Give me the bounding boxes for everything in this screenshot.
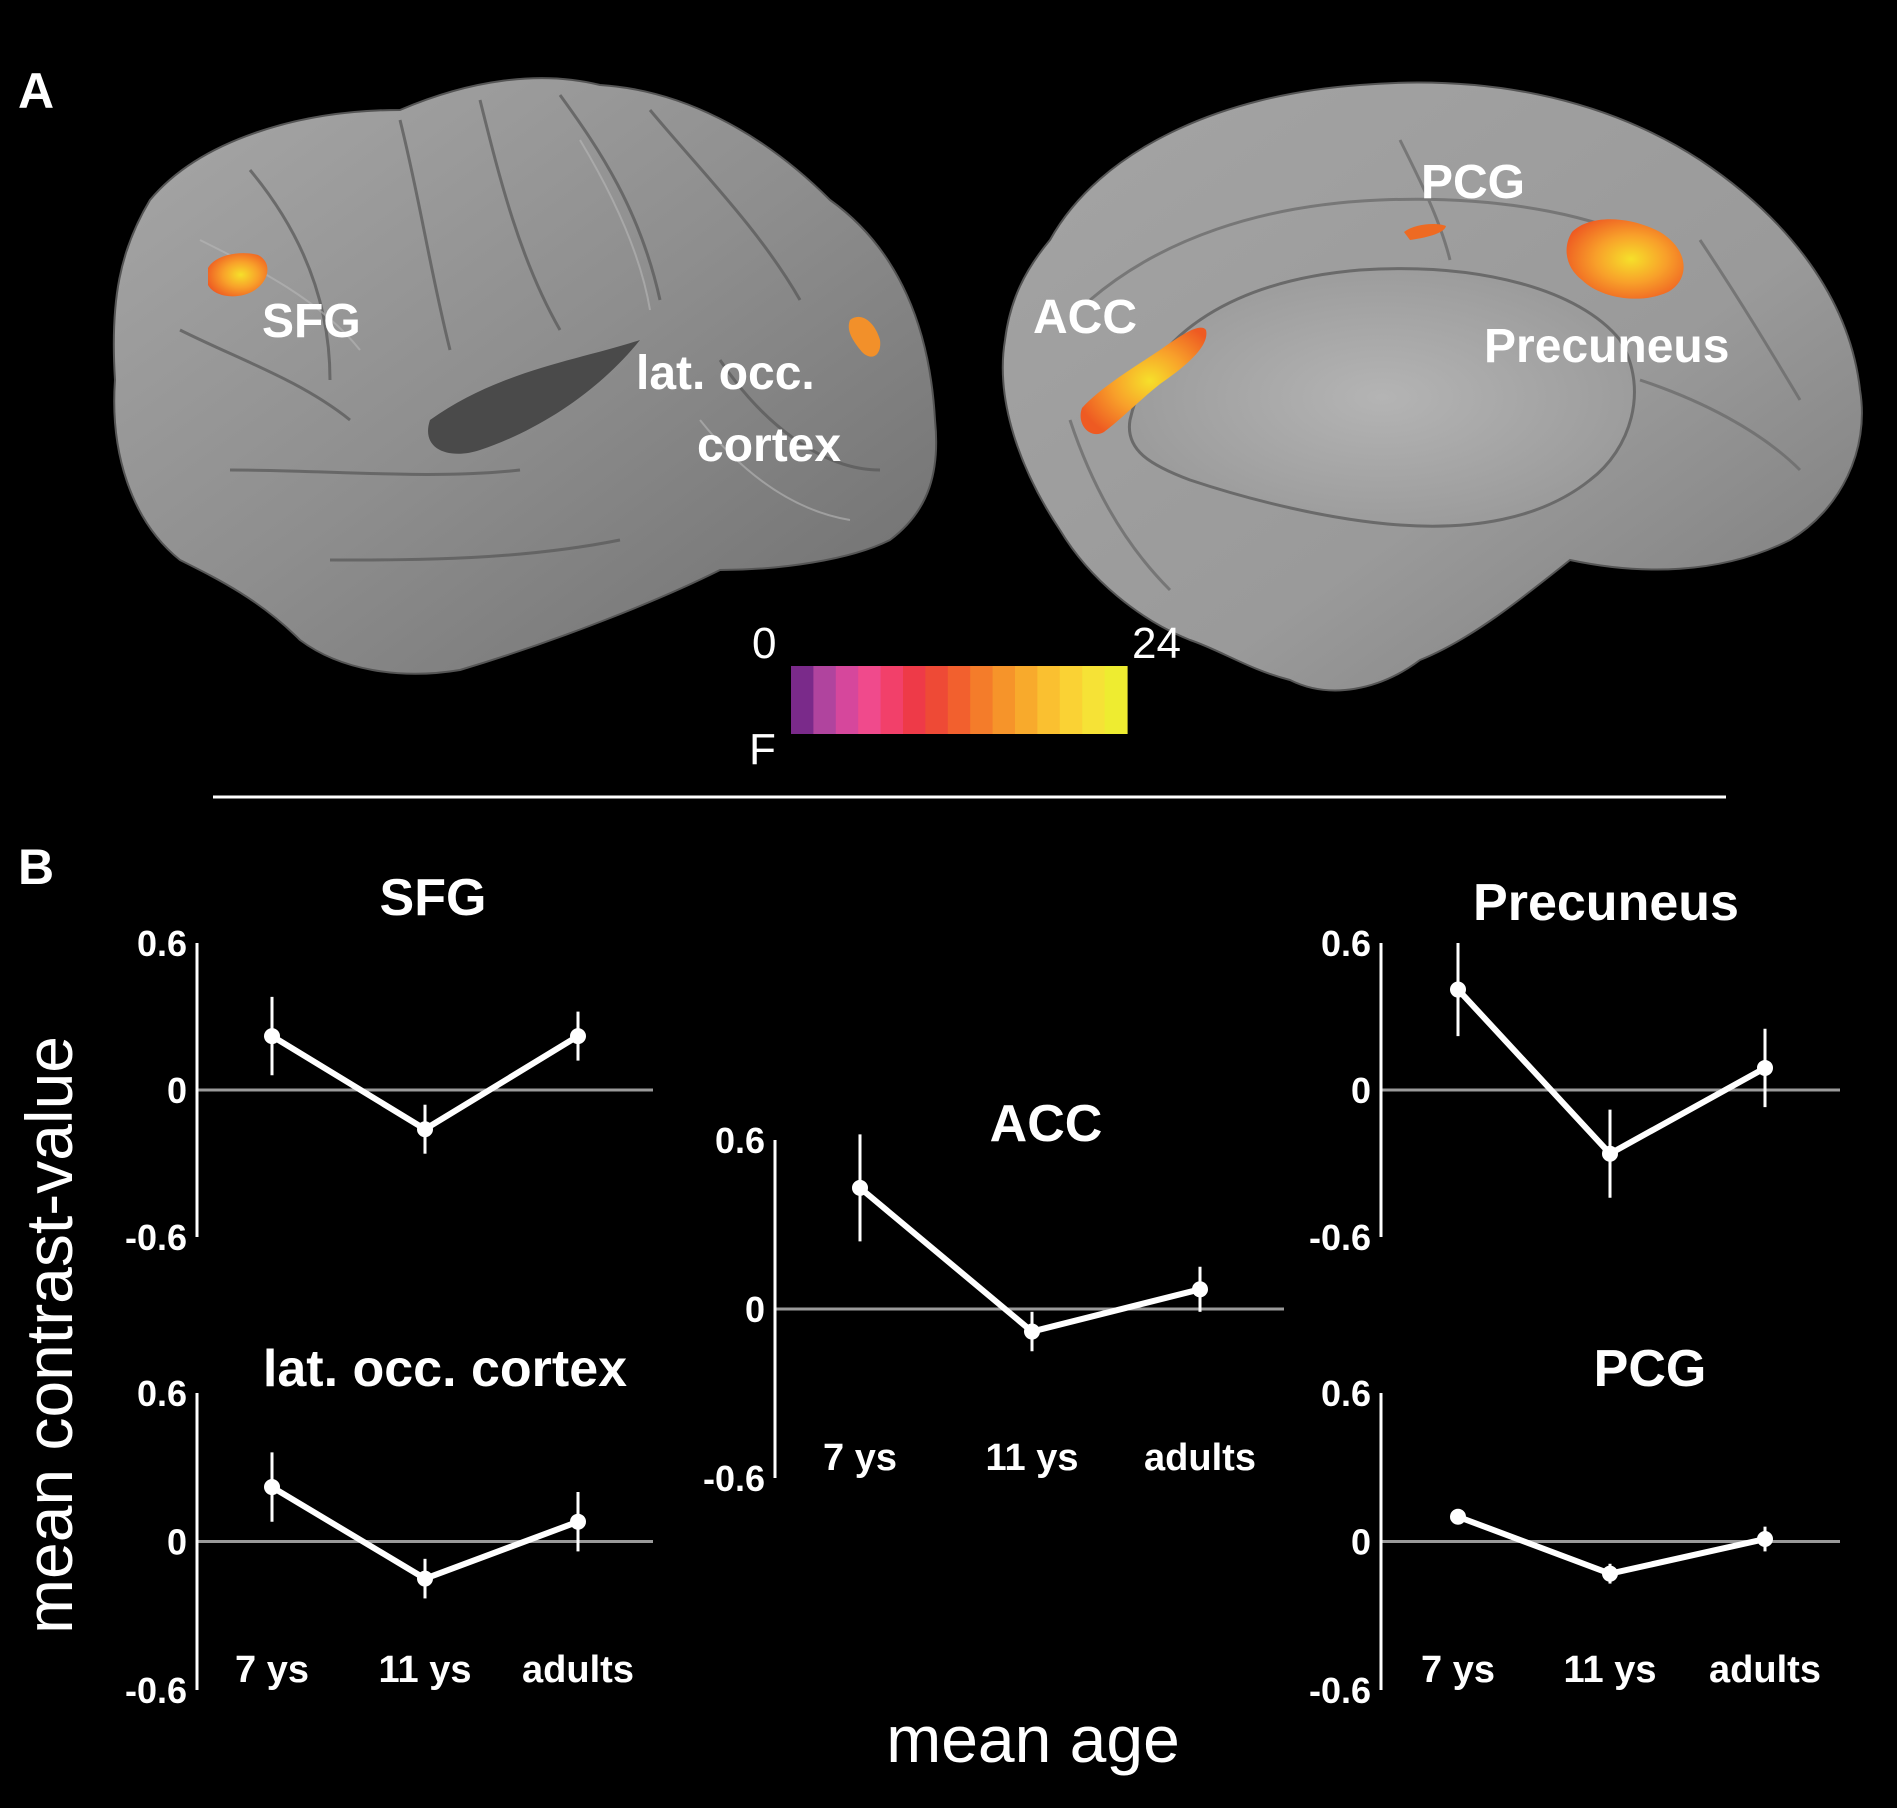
y-tick-label: 0 [167,1522,187,1563]
colorbar-cell [1104,666,1128,734]
brain-medial-view: PCG ACC Precuneus [1001,81,1863,692]
colorbar-cell [925,666,949,734]
y-tick-label: 0 [1351,1522,1371,1563]
colorbar-cell [813,666,837,734]
activation-pcg [1404,224,1446,240]
y-tick-label: 0 [167,1070,187,1111]
chart-panel: ACC 0.6 0 -0.6 7 ys 11 ys adults [703,1095,1284,1499]
label-acc: ACC [1033,291,1137,344]
data-point [264,1028,280,1045]
data-point [1602,1145,1618,1162]
label-pcg: PCG [1421,156,1525,209]
colorbar-cell [903,666,926,734]
data-point [1757,1531,1773,1548]
activation-precuneus [1566,219,1684,299]
data-point [1024,1323,1040,1340]
colorbar-cell [1059,666,1083,734]
y-tick-label: 0 [745,1289,765,1330]
y-axis-label: mean contrast-value [12,1036,86,1634]
chart-panel: lat. occ. cortex 0.6 0 -0.6 7 ys 11 ys adults [125,1340,653,1711]
colorbar-cell [1037,666,1061,734]
chart-title: lat. occ. cortex [263,1340,627,1398]
colorbar-max-label: 24 [1132,619,1181,668]
x-category-label: 7 ys [235,1649,309,1691]
chart-panel: SFG 0.6 0 -0.6 [125,869,653,1258]
chart-title: Precuneus [1473,874,1739,932]
data-point [570,1028,586,1045]
corpus-callosum [1127,267,1636,528]
chart-title: ACC [990,1095,1103,1153]
colorbar-cell [1082,666,1106,734]
data-point [417,1121,433,1138]
y-tick-label: 0.6 [715,1120,765,1161]
x-axis-label: mean age [886,1702,1180,1776]
data-point [1602,1565,1618,1582]
data-point [264,1479,280,1496]
data-point [570,1513,586,1530]
label-lat-occ-line1: lat. occ. [636,347,815,400]
colorbar-cell [992,666,1016,734]
colorbar-cell [880,666,904,734]
chart-title: PCG [1594,1340,1707,1398]
activation-sfg [208,253,268,297]
y-tick-label: -0.6 [1309,1217,1371,1258]
y-tick-label: -0.6 [703,1458,765,1499]
y-tick-label: 0.6 [1321,1373,1371,1414]
colorbar-gradient [791,666,1128,734]
y-tick-label: -0.6 [125,1217,187,1258]
y-tick-label: 0 [1351,1070,1371,1111]
sylvian-fissure [428,340,640,454]
colorbar-cell [1015,666,1038,734]
x-category-label: adults [522,1649,634,1691]
colorbar-min-label: 0 [752,619,776,668]
x-category-label: adults [1709,1649,1821,1691]
chart-title: SFG [380,869,487,927]
data-point [1192,1281,1208,1298]
y-tick-label: 0.6 [1321,923,1371,964]
label-precuneus: Precuneus [1484,320,1729,373]
data-point [1450,1508,1466,1525]
label-lat-occ-line2: cortex [697,419,841,472]
colorbar: 0 24 F [749,619,1181,774]
line-charts: SFG 0.6 0 -0.6 lat. occ. cortex 0.6 0 -0.6 7 ys 1… [125,869,1840,1711]
x-category-label: adults [1144,1437,1256,1479]
colorbar-cell [835,666,859,734]
panel-b-letter: B [18,839,54,895]
brain-lateral-view: SFG lat. occ. cortex [112,77,938,675]
y-tick-label: -0.6 [1309,1670,1371,1711]
colorbar-cell [947,666,971,734]
chart-panel: PCG 0.6 0 -0.6 7 ys 11 ys adults [1309,1340,1840,1711]
y-tick-label: 0.6 [137,1373,187,1414]
chart-panel: Precuneus 0.6 0 -0.6 [1309,874,1840,1258]
x-category-label: 11 ys [379,1649,472,1691]
x-category-label: 11 ys [986,1437,1079,1479]
data-point [1757,1059,1773,1076]
y-tick-label: 0.6 [137,923,187,964]
x-category-label: 7 ys [823,1437,897,1479]
activation-lat-occ [848,316,881,357]
x-category-label: 11 ys [1564,1649,1657,1691]
y-tick-label: -0.6 [125,1670,187,1711]
label-sfg: SFG [262,295,361,348]
colorbar-cell [791,666,814,734]
colorbar-stat-label: F [749,725,776,774]
panel-a-letter: A [18,63,54,119]
data-point [852,1179,868,1196]
data-point [417,1570,433,1587]
colorbar-cell [858,666,882,734]
activation-acc [1080,327,1207,435]
colorbar-cell [970,666,994,734]
x-category-label: 7 ys [1421,1649,1495,1691]
data-point [1450,981,1466,998]
